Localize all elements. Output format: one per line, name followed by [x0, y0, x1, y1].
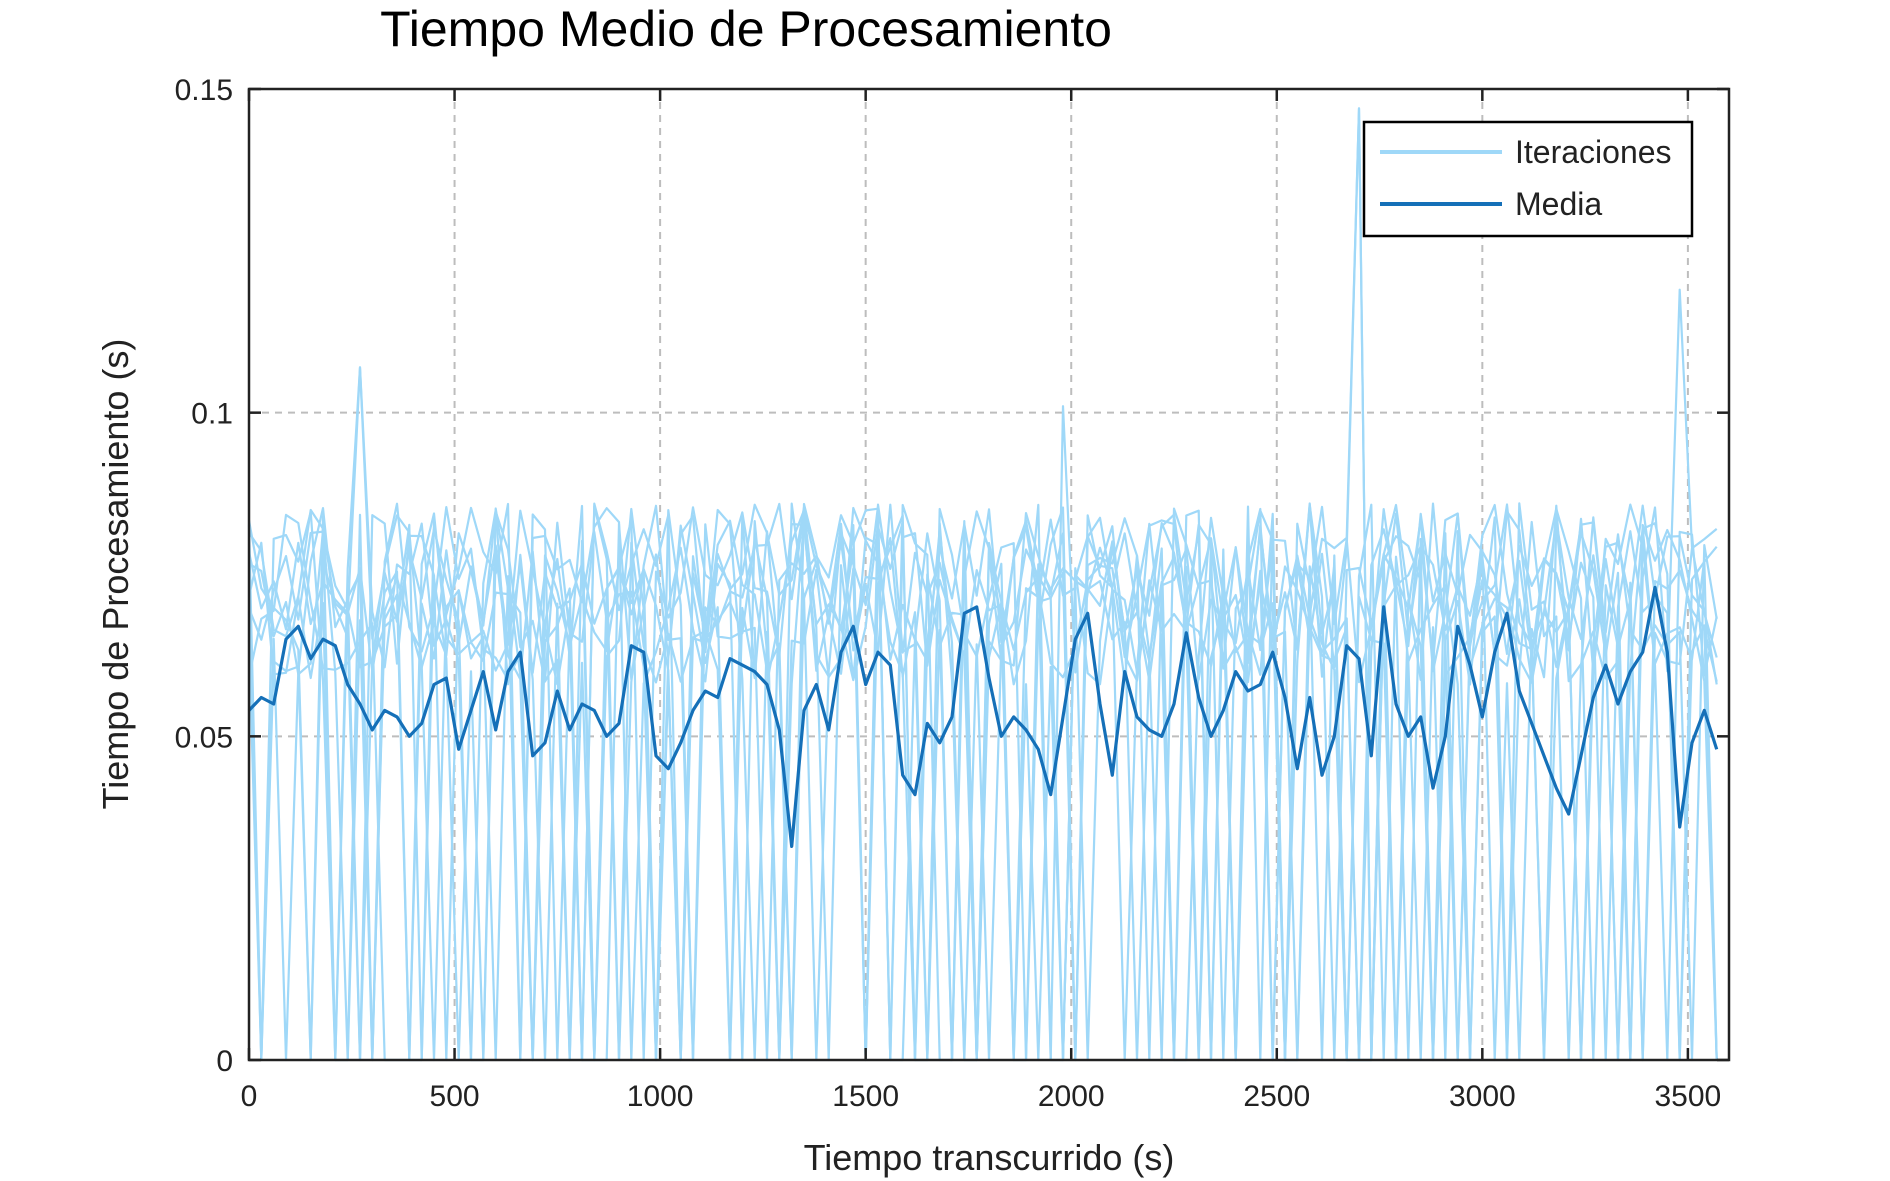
y-tick-label: 0.1: [191, 398, 233, 431]
plot-area-frame: [247, 87, 1731, 1062]
x-tick-label: 3000: [1449, 1080, 1516, 1113]
legend: Iteraciones Media: [1362, 120, 1694, 238]
x-tick-label: 3500: [1655, 1080, 1722, 1113]
y-tick-label: 0.05: [175, 721, 233, 754]
mean-series-line: [247, 585, 1719, 848]
chart-title: Tiempo Medio de Procesamiento: [380, 1, 1112, 57]
x-tick-label: 500: [430, 1080, 480, 1113]
axis-ticks: 0 500 1000 1500 2000 2500 3000 3500 0 0.05 0.1 0.15: [175, 74, 1729, 1113]
mean-series-group: [247, 585, 1719, 848]
iteration-series-line: [247, 288, 1718, 1062]
iterations-series-group: [247, 107, 1718, 1062]
x-tick-label: 1000: [627, 1080, 694, 1113]
x-tick-label: 0: [241, 1080, 258, 1113]
x-tick-label: 2500: [1243, 1080, 1310, 1113]
legend-box: [1362, 120, 1694, 238]
x-tick-label: 1500: [832, 1080, 899, 1113]
x-tick-label: 2000: [1038, 1080, 1105, 1113]
legend-label-iteraciones: Iteraciones: [1515, 134, 1672, 170]
iteration-series-line: [247, 502, 1718, 1062]
legend-label-media: Media: [1515, 186, 1602, 222]
iteration-series-line: [247, 503, 1718, 1062]
y-tick-label: 0: [216, 1045, 233, 1078]
y-axis-label: Tiempo de Procesamiento (s): [95, 339, 136, 810]
x-axis-label: Tiempo transcurrido (s): [804, 1137, 1175, 1178]
y-tick-label: 0.15: [175, 74, 233, 107]
